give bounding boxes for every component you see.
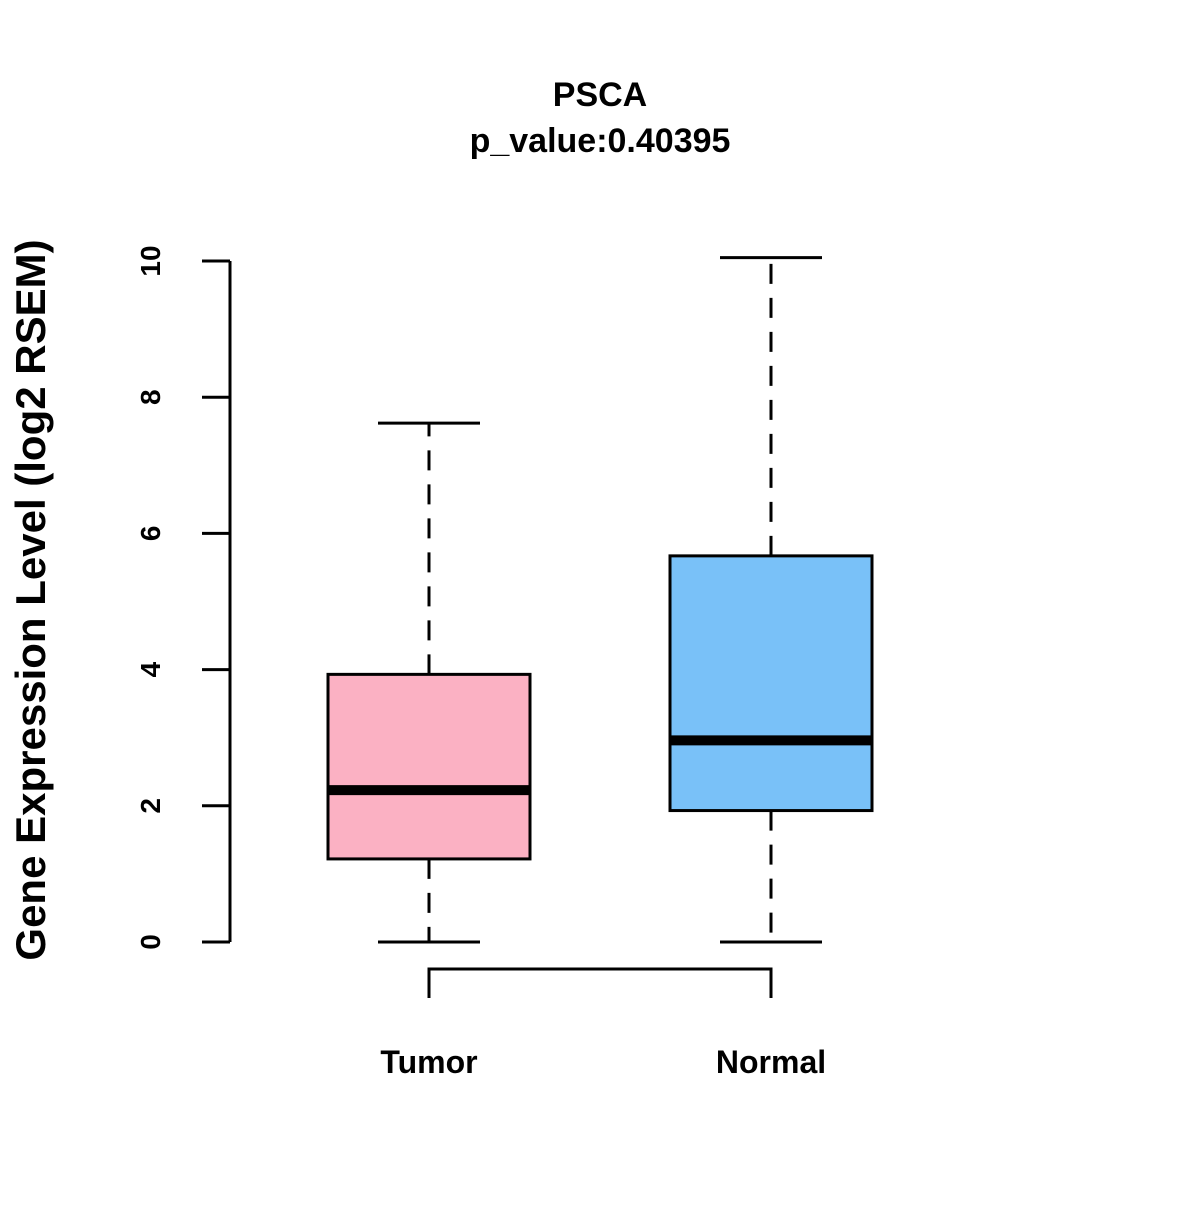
y-tick-label-8: 8 bbox=[135, 389, 166, 405]
iqr-box-normal bbox=[668, 554, 874, 813]
y-tick-label-6: 6 bbox=[135, 526, 166, 542]
box-normal bbox=[668, 256, 874, 944]
y-tick-label-2: 2 bbox=[135, 798, 166, 814]
y-tick-label-0: 0 bbox=[135, 934, 166, 950]
box-tumor bbox=[326, 421, 532, 944]
chart-subtitle: p_value:0.40395 bbox=[470, 122, 731, 160]
y-tick-label-4: 4 bbox=[135, 661, 166, 677]
comparison-bracket bbox=[427, 967, 773, 998]
chart-title: PSCA bbox=[553, 76, 647, 114]
boxes bbox=[326, 256, 874, 944]
y-tick-label-10: 10 bbox=[135, 245, 166, 276]
y-axis-label: Gene Expression Level (log2 RSEM) bbox=[7, 239, 54, 960]
iqr-box-tumor bbox=[326, 672, 532, 861]
y-axis: 0 2 4 6 8 10 bbox=[135, 245, 232, 950]
x-label-normal: Normal bbox=[716, 1044, 826, 1080]
x-label-tumor: Tumor bbox=[380, 1044, 477, 1080]
x-axis-labels: Tumor Normal bbox=[380, 1044, 826, 1080]
bracket-line bbox=[427, 967, 773, 998]
